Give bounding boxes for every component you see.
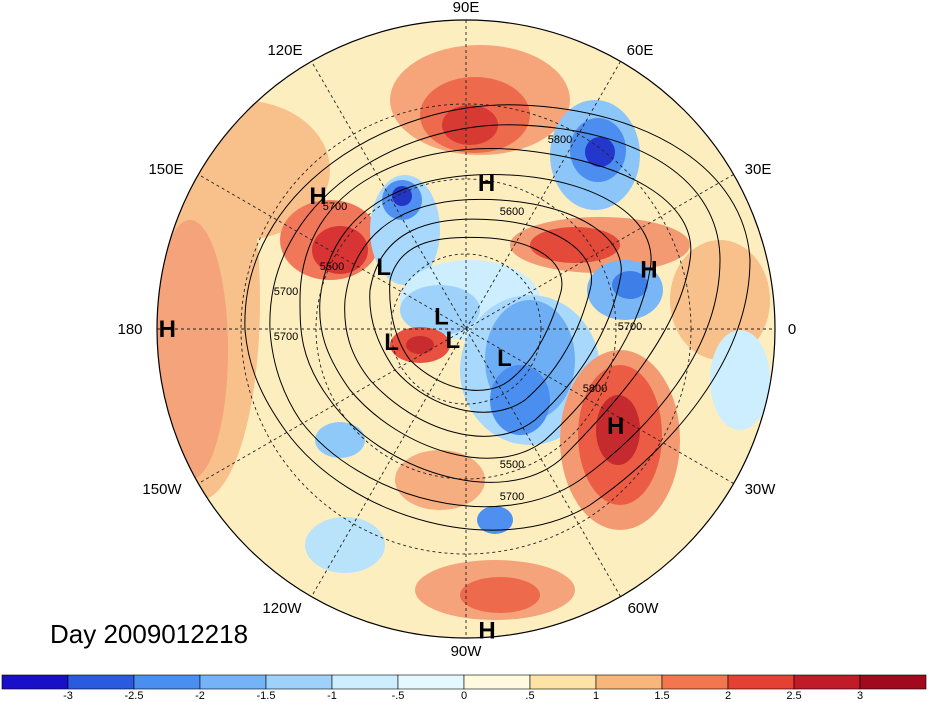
colorbar-tick-label: 0: [461, 690, 467, 702]
contour-label: 5700: [274, 286, 298, 298]
high-pressure-marker: H: [478, 170, 495, 197]
lon-label-150e: 150E: [148, 161, 183, 178]
colorbar-tick-label: 2.5: [786, 690, 801, 702]
colorbar-tick-label: -3: [63, 690, 73, 702]
colorbar-tick-label: -2.5: [125, 690, 144, 702]
colorbar-swatch: [793, 674, 861, 690]
lon-label-150w: 150W: [142, 481, 182, 498]
lon-label-180: 180: [117, 321, 142, 338]
contour-label: 5800: [583, 383, 607, 395]
high-pressure-marker: H: [309, 183, 326, 210]
contour-label: 5800: [548, 134, 572, 146]
colorbar-swatch: [463, 674, 531, 690]
lon-label-0: 0: [788, 321, 796, 338]
colorbar-swatch: [727, 674, 795, 690]
colorbar-tick-label: -2: [195, 690, 205, 702]
lon-label-30w: 30W: [745, 481, 777, 498]
map-border: [156, 19, 776, 639]
colorbar-swatch: [331, 674, 399, 690]
contour-label: 5700: [274, 331, 298, 343]
lon-label-90w: 90W: [451, 643, 483, 660]
contour-label: 5700: [618, 321, 642, 333]
anomaly-field: [157, 20, 775, 638]
contour-label: 5600: [500, 206, 524, 218]
colorbar-tick-label: -1.5: [257, 690, 276, 702]
colorbar-tick-label: 1.5: [654, 690, 669, 702]
contour-label: 5700: [323, 201, 347, 213]
day-label: Day 2009012218: [50, 619, 249, 649]
lon-label-120e: 120E: [267, 42, 302, 59]
colorbar-swatch: [1, 674, 69, 690]
colorbar-swatch: [859, 674, 927, 690]
graticule: [157, 20, 775, 638]
colorbar-tick-label: -.5: [392, 690, 405, 702]
low-pressure-marker: L: [384, 329, 399, 356]
colorbar-swatch: [133, 674, 201, 690]
colorbar-swatch: [595, 674, 663, 690]
colorbar-swatch: [67, 674, 135, 690]
high-pressure-marker: H: [478, 617, 495, 644]
colorbar-swatch: [529, 674, 597, 690]
low-pressure-marker: L: [445, 327, 460, 354]
high-pressure-marker: H: [607, 413, 624, 440]
low-pressure-marker: L: [376, 254, 391, 281]
high-pressure-marker: H: [159, 316, 176, 343]
lon-label-90e: 90E: [453, 0, 480, 16]
contour-label: 5500: [500, 459, 524, 471]
colorbar: -3 -2.5 -2 -1.5 -1 -.5 0 .5 1 1.5 2 2.5 3: [1, 674, 927, 702]
contour-label: 5500: [320, 261, 344, 273]
colorbar-tick-label: 1: [593, 690, 599, 702]
colorbar-swatch: [199, 674, 267, 690]
lon-label-60e: 60E: [627, 42, 654, 59]
colorbar-swatch: [265, 674, 333, 690]
lon-label-60w: 60W: [628, 600, 660, 617]
colorbar-tick-label: -1: [327, 690, 337, 702]
colorbar-swatch: [397, 674, 465, 690]
colorbar-swatch: [661, 674, 729, 690]
high-pressure-marker: H: [640, 257, 657, 284]
contour-label: 5700: [500, 491, 524, 503]
colorbar-tick-label: .5: [525, 690, 534, 702]
colorbar-tick-label: 2: [725, 690, 731, 702]
colorbar-tick-label: 3: [857, 690, 863, 702]
lon-label-30e: 30E: [745, 161, 772, 178]
lon-label-120w: 120W: [262, 600, 302, 617]
low-pressure-marker: L: [497, 345, 512, 372]
low-pressure-marker: L: [434, 304, 449, 331]
